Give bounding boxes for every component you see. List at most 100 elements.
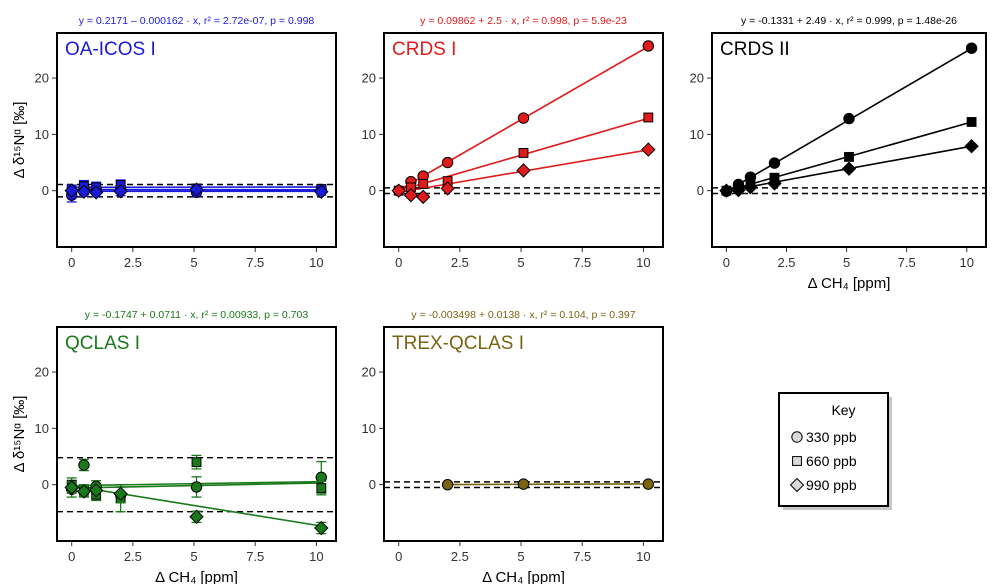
data-point-circle [768,157,781,169]
plot-frame [383,32,664,248]
x-tick-label: 2.5 [451,255,469,270]
plot-frame [56,326,337,542]
y-tick-label: 0 [369,183,376,198]
y-tick-label: 20 [362,71,376,86]
y-tick-label: 10 [35,127,49,142]
data-point-diamond [88,185,104,200]
data-point-circle [441,478,454,491]
data-point-diamond [76,184,92,200]
regression-equation: y = -0.1331 + 2.49 · x, r² = 0.999, p = … [741,15,957,27]
y-axis-title: Δ δ¹⁵Nᵅ [‰] [11,102,28,179]
x-axis-title: Δ CH₄ [ppm] [808,275,891,292]
y-tick-label: 0 [369,477,376,492]
data-point-diamond [415,189,431,205]
x-tick-label: 0 [395,255,402,270]
key-item-label: 660 ppb [806,453,857,469]
fit-line [71,485,322,527]
data-point-diamond [516,163,531,178]
data-point-diamond [841,161,857,176]
data-point-square [418,179,429,189]
panel-qclas: y = -0.1747 + 0.0711 · x, r² = 0.00933, … [11,309,337,584]
key-item-label: 330 ppb [806,429,857,445]
x-axis-title: Δ CH₄ [ppm] [155,569,238,584]
x-tick-label: 5 [190,549,197,564]
data-point-diamond [189,509,204,524]
data-point-diamond [743,180,758,195]
y-tick-label: 10 [362,127,376,142]
x-tick-label: 2.5 [124,549,142,564]
data-point-diamond [113,184,128,199]
regression-equation: y = -0.003498 + 0.0138 · x, r² = 0.104, … [411,309,635,321]
panel-label: CRDS I [392,39,456,60]
data-point-square [966,117,977,127]
regression-equation: y = 0.2171 – 0.000162 · x, r² = 2.72e-07… [79,15,315,27]
x-tick-label: 5 [517,255,524,270]
data-point-circle [642,40,655,52]
x-tick-label: 10 [636,255,650,270]
regression-equation: y = -0.1747 + 0.0711 · x, r² = 0.00933, … [85,309,309,321]
panel-crds2: y = -0.1331 + 2.49 · x, r² = 0.999, p = … [690,15,987,292]
data-point-diamond [64,183,79,198]
y-tick-label: 20 [35,365,49,380]
data-point-diamond [403,187,419,203]
data-point-circle [517,112,530,124]
x-tick-label: 7.5 [573,255,591,270]
x-tick-label: 7.5 [246,549,264,564]
x-tick-label: 0 [68,255,75,270]
data-point-diamond [64,480,79,495]
y-tick-label: 20 [690,71,704,86]
y-tick-label: 0 [42,477,49,492]
data-point-circle [78,459,90,471]
data-point-circle [843,112,855,125]
data-point-diamond [767,176,782,191]
plot-area-trex [384,478,663,491]
x-tick-label: 0 [395,549,402,564]
data-point-circle [517,478,530,490]
data-point-square [191,457,202,468]
panel-trex: y = -0.003498 + 0.0138 · x, r² = 0.104, … [362,309,664,584]
plot-area-qclas [57,454,336,536]
key-marker-diamond [789,477,805,493]
plot-frame [56,32,337,248]
data-point-diamond [113,486,128,501]
panel-label: TREX-QCLAS I [392,333,524,354]
x-tick-label: 7.5 [246,255,264,270]
y-tick-label: 10 [35,421,49,436]
data-point-diamond [731,182,746,198]
y-axis-title: Δ δ¹⁵Nᵅ [‰] [11,396,28,473]
x-tick-label: 2.5 [451,549,469,564]
x-tick-label: 5 [190,255,197,270]
data-point-diamond [189,182,204,197]
x-tick-label: 2.5 [124,255,142,270]
y-tick-label: 0 [697,183,704,198]
plot-frame [711,32,987,248]
fit-line [447,483,649,486]
x-tick-label: 7.5 [573,549,591,564]
x-tick-label: 5 [843,255,850,270]
data-point-diamond [76,484,92,499]
data-point-square [844,151,854,162]
y-tick-label: 0 [42,183,49,198]
key-marker-circle [791,431,803,443]
data-point-diamond [719,183,734,198]
data-point-circle [642,478,655,490]
x-tick-label: 10 [309,255,323,270]
data-point-square [643,112,654,123]
panel-crds1: y = 0.09862 + 2.5 · x, r² = 0.998, p = 5… [362,15,664,270]
plot-area-crds1 [384,40,663,205]
panel-label: QCLAS I [65,333,140,354]
data-point-diamond [641,142,656,157]
plot-area-oa-icos [57,179,336,203]
data-point-diamond [391,183,406,198]
x-tick-label: 5 [517,549,524,564]
x-tick-label: 7.5 [898,255,916,270]
x-tick-label: 0 [68,549,75,564]
regression-equation: y = 0.09862 + 2.5 · x, r² = 0.998, p = 5… [420,15,627,27]
y-tick-label: 20 [362,365,376,380]
data-point-square [518,148,529,158]
panel-oa-icos: y = 0.2171 – 0.000162 · x, r² = 2.72e-07… [11,15,337,270]
y-tick-label: 20 [35,71,49,86]
data-point-diamond [440,181,455,196]
plot-frame [383,326,664,542]
y-tick-label: 10 [690,127,704,142]
